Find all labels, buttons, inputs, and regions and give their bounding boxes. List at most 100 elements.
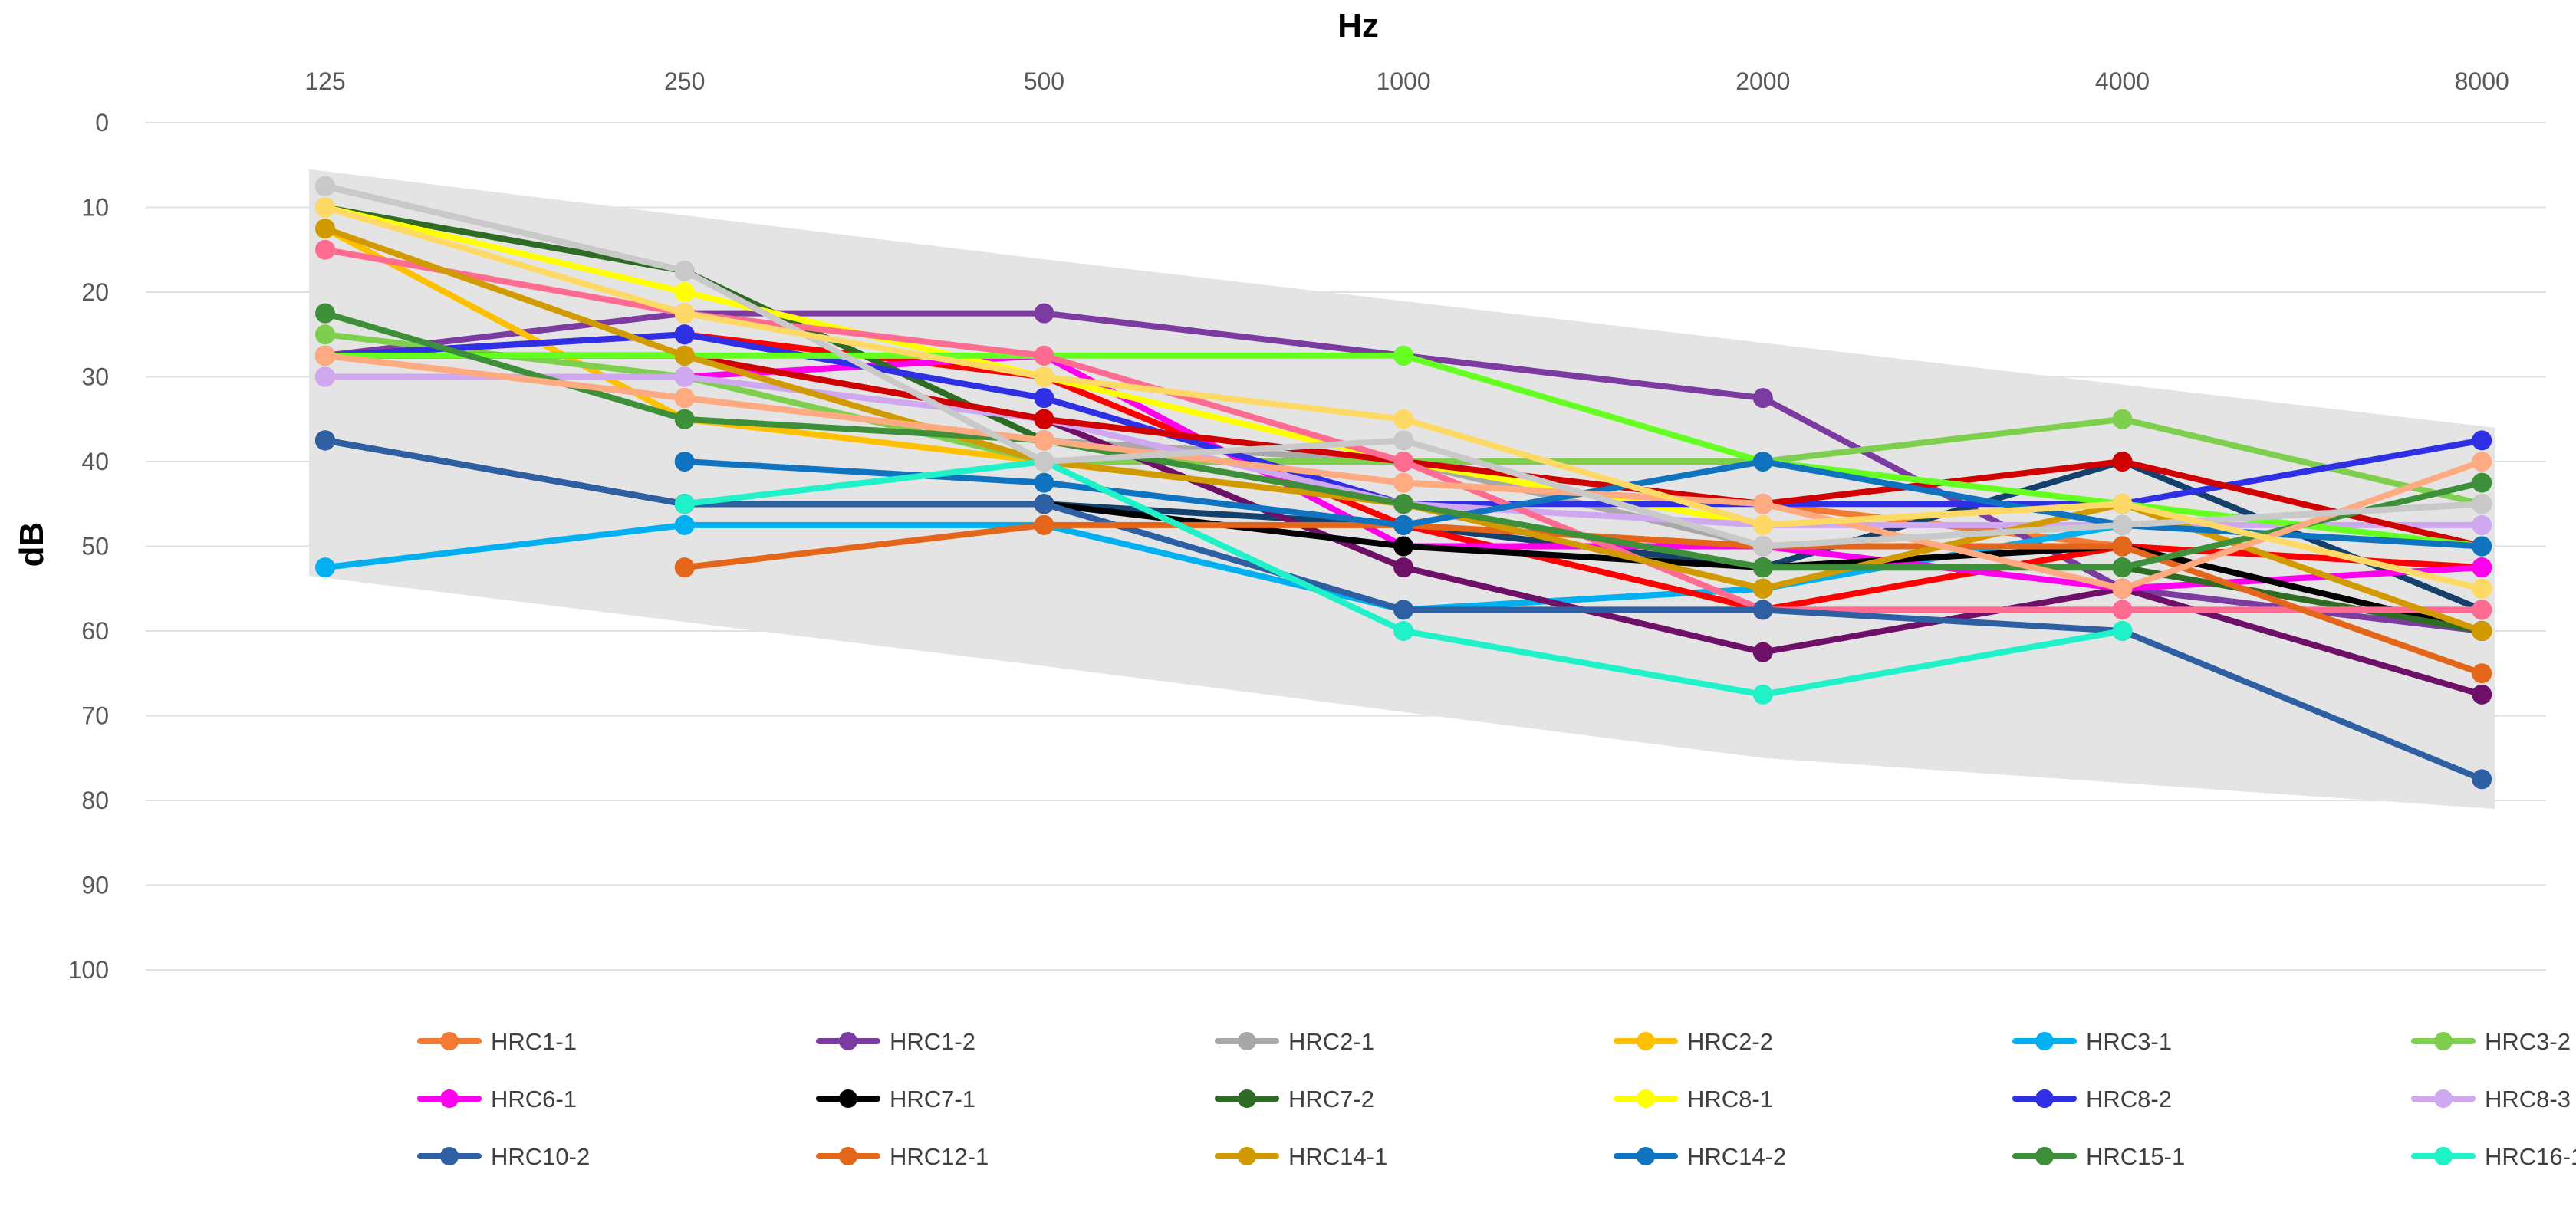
data-point bbox=[315, 345, 335, 366]
data-point bbox=[674, 261, 695, 281]
y-axis-title: dB bbox=[13, 522, 51, 567]
legend-swatch-marker bbox=[2035, 1089, 2054, 1108]
series-HRC17-1 bbox=[315, 345, 2492, 599]
data-point bbox=[1034, 388, 1054, 409]
data-point bbox=[1034, 494, 1054, 514]
data-point bbox=[2112, 409, 2133, 429]
data-point bbox=[315, 176, 335, 196]
data-point bbox=[2472, 536, 2492, 557]
legend-item: HRC15-1 bbox=[2012, 1143, 2185, 1170]
legend-swatch-marker bbox=[440, 1147, 459, 1165]
data-point bbox=[1393, 345, 1414, 366]
data-point bbox=[315, 557, 335, 578]
data-point bbox=[315, 197, 335, 218]
data-point bbox=[1752, 494, 1773, 514]
legend-item: HRC16-1 bbox=[2411, 1143, 2576, 1170]
data-point bbox=[1752, 600, 1773, 620]
legend-swatch-marker bbox=[839, 1032, 857, 1050]
y-tick-label: 80 bbox=[81, 787, 109, 814]
data-point bbox=[1034, 366, 1054, 387]
x-tick-label: 4000 bbox=[2095, 67, 2150, 95]
legend-swatch-marker bbox=[839, 1089, 857, 1108]
legend-swatch-marker bbox=[839, 1147, 857, 1165]
data-point bbox=[1034, 430, 1054, 451]
data-point bbox=[2472, 578, 2492, 599]
y-tick-label: 30 bbox=[81, 363, 109, 391]
data-point bbox=[1393, 494, 1414, 514]
legend-label: HRC7-2 bbox=[1288, 1086, 1374, 1112]
series-IHT1-2 bbox=[315, 197, 2492, 599]
data-point bbox=[2112, 600, 2133, 620]
legend-item: HRC7-2 bbox=[1215, 1086, 1374, 1112]
legend-item: HRC1-2 bbox=[816, 1028, 975, 1055]
data-point bbox=[2112, 536, 2133, 557]
legend-swatch-marker bbox=[1637, 1089, 1655, 1108]
legend-item: HRC3-2 bbox=[2411, 1028, 2571, 1055]
data-point bbox=[674, 557, 695, 578]
x-tick-label: 1000 bbox=[1377, 67, 1431, 95]
data-point bbox=[315, 366, 335, 387]
data-point bbox=[1393, 430, 1414, 451]
y-tick-label: 100 bbox=[68, 956, 109, 984]
legend-label: HRC2-2 bbox=[1687, 1028, 1773, 1055]
legend-label: HRC12-1 bbox=[890, 1143, 989, 1170]
data-point bbox=[2472, 452, 2492, 472]
legend-swatch-marker bbox=[2035, 1147, 2054, 1165]
legend-label: HRC6-1 bbox=[491, 1086, 577, 1112]
data-point bbox=[2472, 769, 2492, 790]
data-point bbox=[1752, 642, 1773, 662]
legend-label: HRC8-2 bbox=[2086, 1086, 2172, 1112]
data-point bbox=[1034, 514, 1054, 535]
data-point bbox=[1752, 452, 1773, 472]
legend-item: HRC2-1 bbox=[1215, 1028, 1374, 1055]
data-point bbox=[2472, 430, 2492, 451]
data-point bbox=[1034, 409, 1054, 429]
legend-swatch-marker bbox=[2434, 1089, 2453, 1108]
data-point bbox=[674, 303, 695, 324]
y-tick-label: 10 bbox=[81, 194, 109, 222]
y-tick-label: 0 bbox=[95, 109, 109, 136]
data-point bbox=[1393, 600, 1414, 620]
legend-item: HRC6-1 bbox=[417, 1086, 577, 1112]
legend-swatch-marker bbox=[2035, 1032, 2054, 1050]
data-point bbox=[2112, 514, 2133, 535]
data-point bbox=[315, 219, 335, 239]
legend-swatch-marker bbox=[440, 1089, 459, 1108]
legend-label: HRC15-1 bbox=[2086, 1143, 2185, 1170]
legend-label: HRC8-3 bbox=[2485, 1086, 2571, 1112]
x-tick-label: 2000 bbox=[1735, 67, 1790, 95]
data-point bbox=[1752, 388, 1773, 409]
legend-item: HRC14-2 bbox=[1614, 1143, 1786, 1170]
legend-swatch-marker bbox=[1637, 1147, 1655, 1165]
legend-item: HRC7-1 bbox=[816, 1086, 975, 1112]
x-tick-label: 250 bbox=[664, 67, 705, 95]
series-IHT1-1 bbox=[315, 176, 2492, 557]
series-lines bbox=[315, 176, 2492, 790]
data-point bbox=[674, 514, 695, 535]
x-tick-label: 125 bbox=[304, 67, 345, 95]
x-tick-label: 500 bbox=[1024, 67, 1064, 95]
data-point bbox=[2112, 494, 2133, 514]
legend-label: HRC3-2 bbox=[2485, 1028, 2571, 1055]
legend-label: HRC14-2 bbox=[1687, 1143, 1786, 1170]
legend-item: HRC14-1 bbox=[1215, 1143, 1387, 1170]
legend-item: HRC1-1 bbox=[417, 1028, 577, 1055]
data-point bbox=[2472, 494, 2492, 514]
y-tick-label: 20 bbox=[81, 278, 109, 306]
x-tick-label: 8000 bbox=[2455, 67, 2509, 95]
data-point bbox=[1393, 621, 1414, 641]
data-point bbox=[2472, 557, 2492, 578]
x-axis-ticks: 125 250 500 1000 2000 4000 8000 bbox=[304, 67, 2509, 95]
legend-label: HRC1-1 bbox=[491, 1028, 577, 1055]
data-point bbox=[1393, 536, 1414, 557]
data-point bbox=[2472, 514, 2492, 535]
legend-swatch-marker bbox=[2434, 1147, 2453, 1165]
data-point bbox=[315, 303, 335, 324]
data-point bbox=[674, 366, 695, 387]
data-point bbox=[2472, 472, 2492, 493]
data-point bbox=[1393, 514, 1414, 535]
legend-label: HRC16-1 bbox=[2485, 1143, 2576, 1170]
y-tick-label: 90 bbox=[81, 872, 109, 899]
legend-item: HRC3-1 bbox=[2012, 1028, 2172, 1055]
